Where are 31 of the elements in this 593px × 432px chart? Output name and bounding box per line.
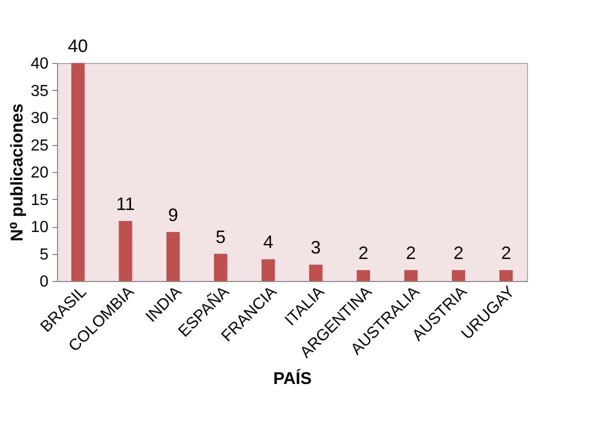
data-label: 9 <box>168 204 178 225</box>
bar <box>404 270 418 281</box>
y-tick-label: 40 <box>30 56 49 72</box>
y-axis-title: N⁰ publicaciones <box>8 104 27 242</box>
bar <box>71 63 85 281</box>
y-tick-label: 5 <box>40 246 49 264</box>
bar <box>118 221 132 281</box>
bar <box>452 270 466 281</box>
data-label: 4 <box>263 232 274 252</box>
y-tick-label: 20 <box>30 164 49 182</box>
bar <box>356 270 370 281</box>
bar <box>499 270 513 281</box>
y-tick-label: 10 <box>30 219 49 236</box>
bar <box>309 264 322 281</box>
y-tick-label: 25 <box>30 137 49 154</box>
bar <box>262 259 275 281</box>
y-tick-label: 0 <box>40 274 49 290</box>
bar <box>166 232 180 281</box>
x-axis-title: PAÍS <box>273 368 312 388</box>
data-label: 40 <box>68 36 88 56</box>
data-label: 3 <box>310 238 321 258</box>
bar <box>214 254 228 281</box>
data-label: 2 <box>501 243 512 264</box>
data-label: 2 <box>453 243 464 264</box>
data-label: 2 <box>358 243 368 264</box>
y-tick-label: 15 <box>30 192 49 209</box>
y-tick-label: 35 <box>30 82 49 100</box>
data-label: 11 <box>116 194 135 214</box>
y-tick-label: 30 <box>30 110 49 127</box>
data-label: 2 <box>406 243 416 264</box>
data-label: 5 <box>216 226 226 247</box>
